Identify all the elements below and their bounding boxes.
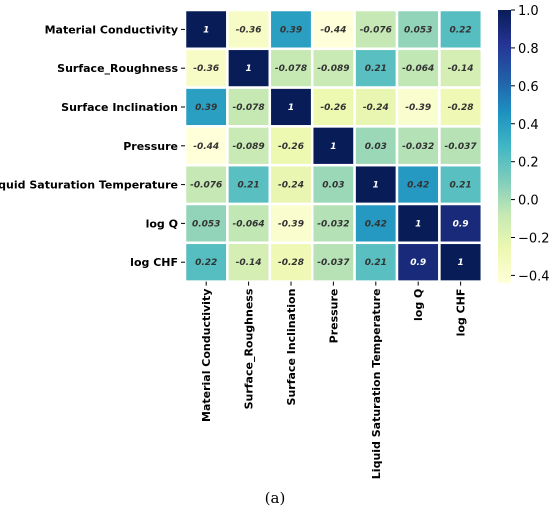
cell-value-label: -0.064 <box>402 64 434 74</box>
cell-value-label: 0.22 <box>195 258 217 268</box>
cell-value-label: 0.39 <box>280 25 302 35</box>
cell-value-label: -0.39 <box>278 219 304 229</box>
cell-value-label: -0.26 <box>278 142 304 152</box>
cell-value-label: 0.9 <box>410 258 426 268</box>
heatmap-cell <box>395 86 441 128</box>
cell-value-label: -0.36 <box>236 25 262 35</box>
cell-value-label: -0.14 <box>448 64 474 74</box>
heatmap-cell <box>395 241 441 283</box>
cell-value-label: -0.44 <box>320 25 346 35</box>
figure-caption: (a) <box>264 489 286 507</box>
cell-value-label: 0.03 <box>322 181 344 191</box>
row-label: Surface Inclination <box>61 101 178 114</box>
cell-value-label: 0.21 <box>365 258 387 268</box>
colorbar-tick-label: −0.4 <box>518 269 550 284</box>
heatmap-cell <box>226 86 272 128</box>
cell-value-label: -0.078 <box>232 103 264 113</box>
cell-value-label: -0.037 <box>317 258 350 268</box>
column-label: log CHF <box>455 289 468 337</box>
cell-value-label: -0.44 <box>193 142 219 152</box>
row-label: Pressure <box>123 140 178 153</box>
heatmap-cell <box>353 86 399 128</box>
cell-value-label: -0.14 <box>236 258 262 268</box>
cell-value-label: -0.076 <box>190 181 222 191</box>
heatmap-cell <box>226 125 272 167</box>
cell-value-label: 0.42 <box>365 219 387 229</box>
cell-value-label: -0.032 <box>402 142 434 152</box>
column-label: Liquid Saturation Temperature <box>370 289 383 480</box>
row-label: Surface_Roughness <box>57 62 178 75</box>
colorbar-tick-label: 1.0 <box>518 4 539 19</box>
heatmap-cell <box>268 86 314 128</box>
colorbar-tick-label: 0.8 <box>518 42 539 57</box>
cell-value-label: -0.032 <box>317 219 349 229</box>
row-label: log Q <box>146 217 178 230</box>
column-label: Surface_Roughness <box>243 288 256 409</box>
cell-value-label: -0.089 <box>317 64 349 74</box>
cell-value-label: -0.089 <box>232 142 264 152</box>
row-label: Liquid Saturation Temperature <box>0 179 178 192</box>
cell-value-label: 0.21 <box>449 181 471 191</box>
cell-value-label: 0.03 <box>365 142 387 152</box>
cell-value-label: -0.064 <box>232 219 264 229</box>
cell-value-label: -0.24 <box>278 181 304 191</box>
colorbar-tick-label: 0.2 <box>518 156 539 171</box>
cell-value-label: 1 <box>288 103 294 113</box>
cell-value-label: -0.037 <box>444 142 477 152</box>
cell-value-label: -0.24 <box>363 103 389 113</box>
heatmap-cell <box>395 125 441 167</box>
cell-value-label: 0.21 <box>237 181 259 191</box>
cell-value-label: 1 <box>245 64 251 74</box>
row-label: log CHF <box>130 256 178 269</box>
cell-value-label: 0.053 <box>404 25 432 35</box>
cell-value-label: -0.39 <box>405 103 431 113</box>
heatmap-cell <box>310 241 356 283</box>
cell-value-label: 1 <box>330 142 336 152</box>
row-label: Material Conductivity <box>45 23 178 36</box>
cell-value-label: 0.21 <box>365 64 387 74</box>
colorbar-tick-label: 0.4 <box>518 118 539 133</box>
heatmap-cells: 1 -0.36 0.39 -0.44 -0.076 0.053 0.22 -0.36 1 -0.0… <box>183 8 484 283</box>
colorbar-gradient <box>498 10 511 283</box>
cell-value-label: -0.36 <box>193 64 219 74</box>
cell-value-label: 0.42 <box>407 181 429 191</box>
row-labels: Material Conductivity Surface_Roughness Su… <box>0 23 185 269</box>
cell-value-label: 1 <box>203 25 209 35</box>
heatmap-cell <box>183 202 229 245</box>
colorbar-tick-label: 0.0 <box>518 194 539 209</box>
cell-value-label: 0.053 <box>192 219 220 229</box>
colorbar-tick-label: −0.2 <box>518 232 550 247</box>
cell-value-label: 1 <box>415 219 421 229</box>
colorbar: −0.4 −0.2 0.0 0.2 0.4 0.6 0.8 1.0 <box>498 4 550 284</box>
column-labels: Material Conductivity Surface_Roughness Su… <box>200 281 468 480</box>
heatmap-cell <box>268 163 314 206</box>
cell-value-label: -0.26 <box>320 103 346 113</box>
cell-value-label: 1 <box>373 181 379 191</box>
cell-value-label: 0.39 <box>195 103 217 113</box>
heatmap-cell <box>268 47 314 89</box>
colorbar-tick-label: 0.6 <box>518 80 539 95</box>
cell-value-label: 0.9 <box>453 219 469 229</box>
cell-value-label: -0.076 <box>360 25 392 35</box>
column-label: Material Conductivity <box>200 289 213 422</box>
column-label: Pressure <box>327 289 340 344</box>
cell-value-label: -0.078 <box>275 64 307 74</box>
cell-value-label: -0.28 <box>448 103 474 113</box>
column-label: log Q <box>412 289 425 321</box>
cell-value-label: 0.22 <box>449 25 471 35</box>
cell-value-label: 1 <box>457 258 463 268</box>
cell-value-label: -0.28 <box>278 258 304 268</box>
column-label: Surface Inclination <box>285 289 298 406</box>
